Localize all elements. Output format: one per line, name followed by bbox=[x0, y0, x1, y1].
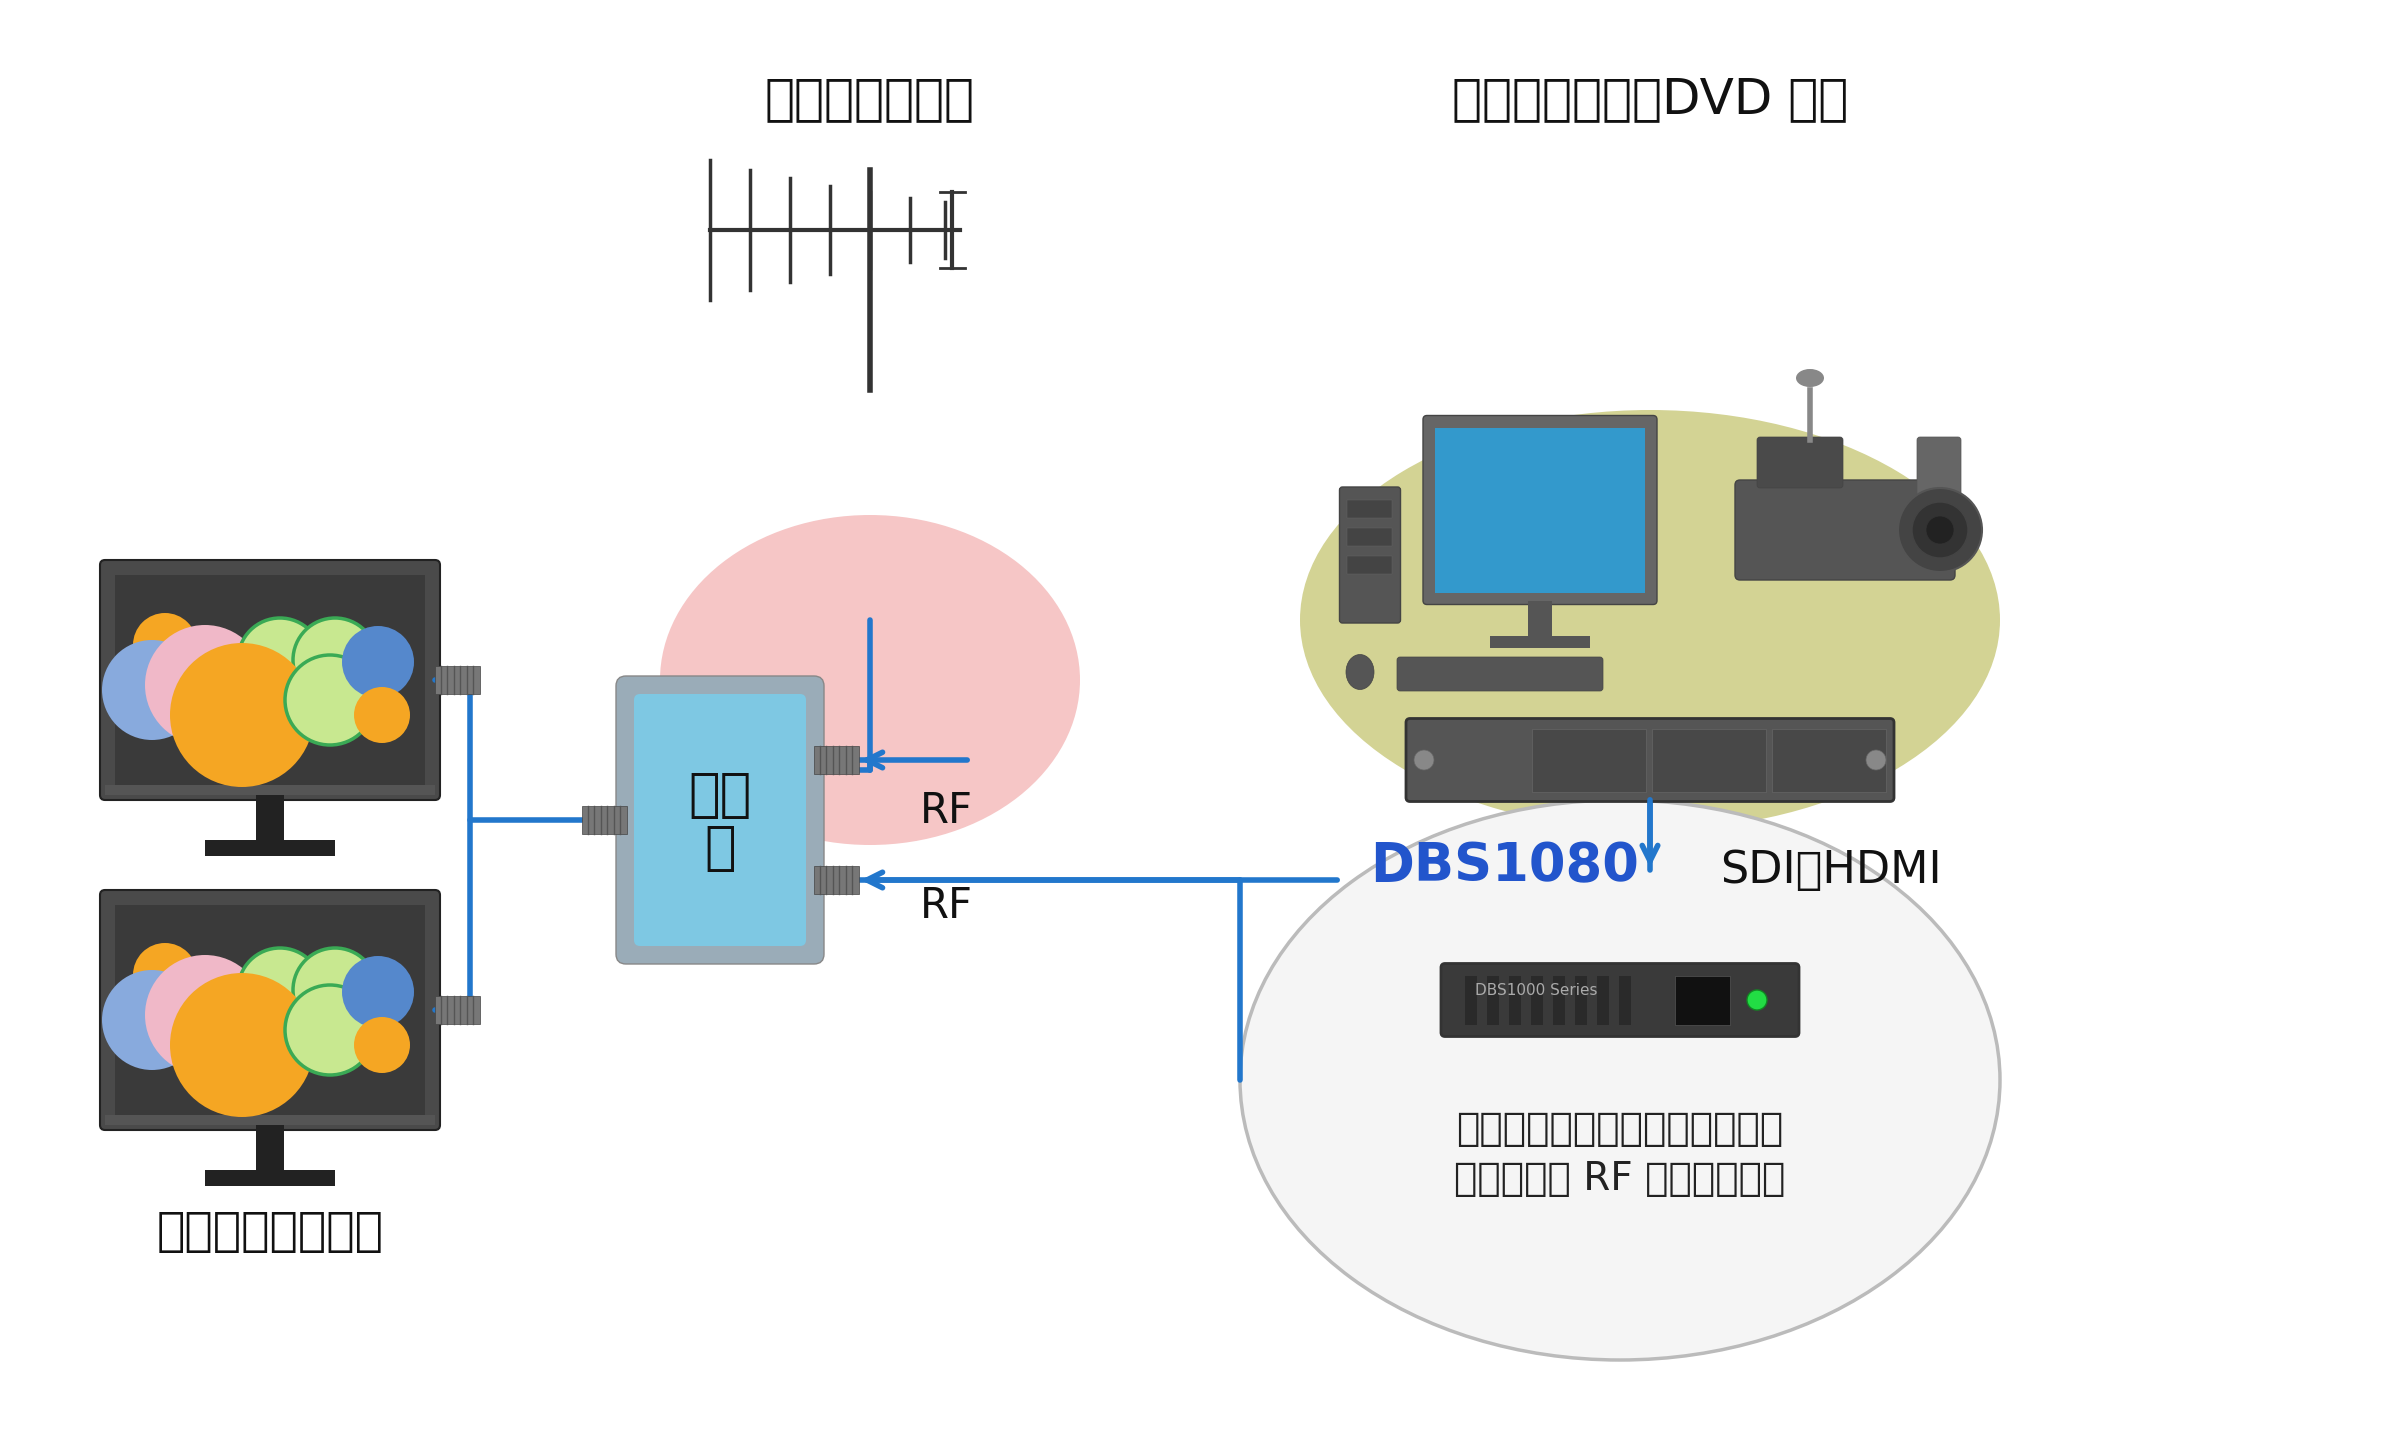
Bar bbox=[1531, 729, 1646, 792]
Text: 映像（カメラ・DVD 等）: 映像（カメラ・DVD 等） bbox=[1452, 75, 1848, 122]
Bar bbox=[1675, 975, 1730, 1024]
FancyBboxPatch shape bbox=[1423, 416, 1656, 605]
Text: 器: 器 bbox=[703, 822, 737, 874]
Bar bbox=[434, 996, 480, 1024]
Circle shape bbox=[343, 626, 415, 698]
Circle shape bbox=[286, 655, 374, 744]
FancyBboxPatch shape bbox=[1339, 487, 1402, 624]
Circle shape bbox=[1898, 488, 1982, 572]
Ellipse shape bbox=[1241, 801, 1999, 1359]
Text: DBS1080: DBS1080 bbox=[1370, 840, 1639, 891]
Bar bbox=[1771, 729, 1886, 792]
Bar bbox=[1510, 975, 1522, 1024]
Bar bbox=[1435, 428, 1644, 592]
Bar bbox=[1553, 975, 1565, 1024]
Bar bbox=[581, 806, 626, 834]
Circle shape bbox=[144, 625, 264, 744]
Circle shape bbox=[1913, 503, 1968, 559]
Text: 地デジアンテナ: 地デジアンテナ bbox=[766, 75, 974, 122]
FancyBboxPatch shape bbox=[617, 675, 823, 963]
Bar bbox=[814, 865, 859, 894]
Circle shape bbox=[238, 948, 322, 1032]
Bar bbox=[1488, 975, 1500, 1024]
Circle shape bbox=[170, 973, 314, 1117]
Circle shape bbox=[1414, 750, 1433, 770]
Ellipse shape bbox=[1346, 655, 1373, 690]
Circle shape bbox=[103, 971, 202, 1070]
Bar bbox=[1490, 635, 1589, 648]
Text: DBS1000 Series: DBS1000 Series bbox=[1476, 982, 1598, 998]
Text: 再変調して RF 出力します。: 再変調して RF 出力します。 bbox=[1454, 1161, 1786, 1198]
Circle shape bbox=[103, 639, 202, 740]
Text: 混合: 混合 bbox=[689, 769, 751, 821]
Bar bbox=[1651, 729, 1766, 792]
Circle shape bbox=[293, 948, 377, 1032]
Circle shape bbox=[293, 618, 377, 703]
Ellipse shape bbox=[660, 516, 1080, 845]
Bar bbox=[434, 665, 480, 694]
Circle shape bbox=[355, 1017, 410, 1073]
Circle shape bbox=[1925, 516, 1954, 544]
FancyBboxPatch shape bbox=[115, 904, 425, 1115]
FancyBboxPatch shape bbox=[101, 560, 439, 801]
FancyBboxPatch shape bbox=[1440, 963, 1800, 1037]
Bar bbox=[106, 1115, 434, 1125]
Text: RF: RF bbox=[919, 886, 972, 927]
FancyBboxPatch shape bbox=[1757, 436, 1843, 488]
Bar bbox=[1464, 975, 1476, 1024]
FancyBboxPatch shape bbox=[634, 694, 806, 946]
Bar bbox=[814, 746, 859, 775]
Circle shape bbox=[286, 985, 374, 1076]
Circle shape bbox=[1747, 991, 1766, 1009]
Bar bbox=[1346, 556, 1392, 575]
Bar bbox=[1531, 975, 1543, 1024]
Circle shape bbox=[132, 943, 197, 1007]
Ellipse shape bbox=[1795, 369, 1824, 387]
Text: テレビ・モニター: テレビ・モニター bbox=[156, 1210, 384, 1256]
Bar bbox=[1346, 500, 1392, 518]
FancyBboxPatch shape bbox=[1406, 719, 1894, 802]
Circle shape bbox=[238, 618, 322, 703]
FancyBboxPatch shape bbox=[1397, 657, 1603, 691]
Circle shape bbox=[144, 955, 264, 1076]
FancyBboxPatch shape bbox=[101, 890, 439, 1130]
Text: SDI・HDMI: SDI・HDMI bbox=[1721, 848, 1942, 891]
Circle shape bbox=[132, 613, 197, 677]
Bar bbox=[1346, 528, 1392, 546]
Bar bbox=[1574, 975, 1586, 1024]
Ellipse shape bbox=[1301, 410, 1999, 829]
Circle shape bbox=[1865, 750, 1886, 770]
Circle shape bbox=[355, 687, 410, 743]
Bar bbox=[1620, 975, 1632, 1024]
Bar bbox=[204, 1169, 336, 1187]
Bar bbox=[257, 795, 283, 840]
Circle shape bbox=[343, 956, 415, 1028]
FancyBboxPatch shape bbox=[115, 575, 425, 785]
Bar bbox=[257, 1125, 283, 1169]
Bar bbox=[106, 785, 434, 795]
Text: 入力した映像をエンコードし、: 入力した映像をエンコードし、 bbox=[1457, 1110, 1783, 1148]
Circle shape bbox=[170, 644, 314, 788]
FancyBboxPatch shape bbox=[1918, 436, 1961, 543]
Bar bbox=[1596, 975, 1608, 1024]
Bar bbox=[204, 840, 336, 855]
Text: RF: RF bbox=[919, 791, 972, 832]
FancyBboxPatch shape bbox=[1735, 480, 1956, 580]
Bar bbox=[1529, 600, 1553, 635]
